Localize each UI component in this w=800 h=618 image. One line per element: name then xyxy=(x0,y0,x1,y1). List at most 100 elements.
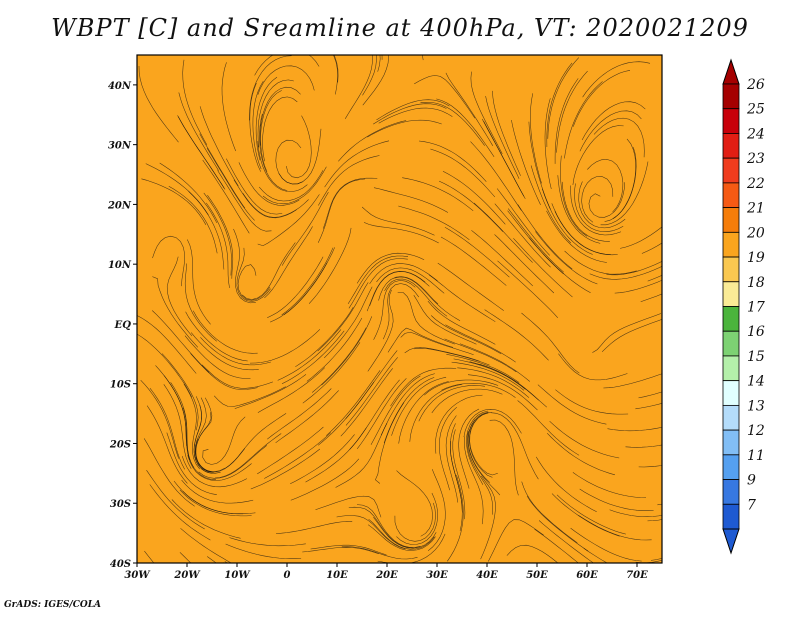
streamline xyxy=(445,415,459,503)
streamline xyxy=(321,316,373,386)
streamline xyxy=(490,412,539,480)
y-tick-label: EQ xyxy=(114,320,132,331)
streamline xyxy=(445,72,494,146)
streamline xyxy=(249,329,321,364)
streamline xyxy=(188,191,225,270)
streamline xyxy=(427,469,446,552)
colorbar-label: 26 xyxy=(746,77,765,93)
streamline xyxy=(492,90,521,176)
streamline xyxy=(564,81,603,159)
streamline xyxy=(547,57,580,139)
streamline xyxy=(635,403,662,410)
streamline xyxy=(583,548,608,563)
streamline xyxy=(143,438,195,507)
colorbar-label: 24 xyxy=(746,126,765,142)
streamline xyxy=(396,470,433,537)
streamline xyxy=(146,470,205,530)
streamline xyxy=(453,358,526,390)
streamline xyxy=(257,65,315,95)
streamline xyxy=(258,170,324,202)
streamline xyxy=(180,528,232,563)
streamline xyxy=(238,162,300,206)
colorbar-label: 17 xyxy=(747,300,765,316)
x-tick-label: 0 xyxy=(284,570,291,581)
streamline xyxy=(290,458,360,501)
colorbar-swatch xyxy=(722,404,740,431)
streamline xyxy=(277,329,342,381)
streamline xyxy=(195,412,226,472)
streamline xyxy=(213,386,286,407)
colorbar-swatch xyxy=(722,306,740,332)
colorbar-label: 16 xyxy=(747,324,765,340)
streamline xyxy=(444,338,517,373)
streamline xyxy=(259,113,288,191)
colorbar-swatch xyxy=(722,454,740,480)
streamline xyxy=(168,186,218,254)
x-tick-label: 60E xyxy=(576,570,598,581)
streamline xyxy=(177,115,225,189)
streamline xyxy=(430,148,496,198)
streamline xyxy=(603,373,662,389)
streamline xyxy=(614,279,662,294)
streamline xyxy=(376,267,445,294)
streamline xyxy=(318,155,380,206)
streamline xyxy=(466,410,489,485)
streamline xyxy=(367,289,394,372)
colorbar-label: 13 xyxy=(747,398,765,414)
streamline xyxy=(446,354,520,383)
streamline xyxy=(362,55,389,106)
colorbar-label: 19 xyxy=(747,250,765,266)
colorbar-swatch xyxy=(722,157,740,184)
x-tick-label: 10W xyxy=(224,570,251,581)
streamline xyxy=(315,495,382,518)
streamline xyxy=(466,430,493,515)
streamline xyxy=(452,429,466,520)
streamline xyxy=(526,495,589,552)
streamline xyxy=(638,391,662,399)
streamline xyxy=(556,70,588,153)
streamline xyxy=(641,242,662,254)
streamline xyxy=(302,547,379,554)
colorbar-label: 9 xyxy=(747,473,756,489)
x-tick-label: 50E xyxy=(526,570,548,581)
y-tick-label: 40N xyxy=(108,81,132,92)
streamline xyxy=(537,384,607,425)
streamline xyxy=(262,166,327,205)
streamline xyxy=(369,263,438,285)
colorbar-bottom-arrow xyxy=(722,528,740,555)
streamline xyxy=(190,353,258,390)
axes: 30W 20W 10W 0 10E 20E 30E 40E 50E 60E 70E 40N 30N 20N… xyxy=(107,81,648,581)
streamline xyxy=(203,192,232,276)
streamline xyxy=(463,409,522,438)
streamline xyxy=(547,433,615,476)
colorbar-swatch xyxy=(722,429,740,456)
streamline xyxy=(178,92,219,171)
streamline xyxy=(517,400,580,456)
streamline xyxy=(383,283,420,340)
streamline xyxy=(257,194,320,246)
streamline xyxy=(578,515,652,541)
streamline xyxy=(607,426,662,432)
streamline xyxy=(481,118,525,197)
streamline xyxy=(521,312,580,374)
streamline xyxy=(356,378,407,449)
colorbar-label: 7 xyxy=(747,497,756,513)
streamline xyxy=(155,365,187,446)
x-tick-label: 20E xyxy=(375,570,398,581)
streamline xyxy=(582,61,651,98)
streamline xyxy=(445,324,516,363)
streamline xyxy=(496,188,551,256)
streamline xyxy=(187,239,211,325)
streamline xyxy=(402,177,474,212)
streamline xyxy=(225,543,302,559)
streamline xyxy=(356,504,421,548)
streamline xyxy=(367,119,442,138)
streamline xyxy=(249,82,261,172)
x-tick-label: 40E xyxy=(476,570,498,581)
streamline xyxy=(488,519,544,562)
streamline xyxy=(418,140,487,182)
streamline xyxy=(588,182,625,218)
streamline xyxy=(378,276,439,305)
streamline xyxy=(396,492,438,545)
streamline xyxy=(469,412,493,478)
